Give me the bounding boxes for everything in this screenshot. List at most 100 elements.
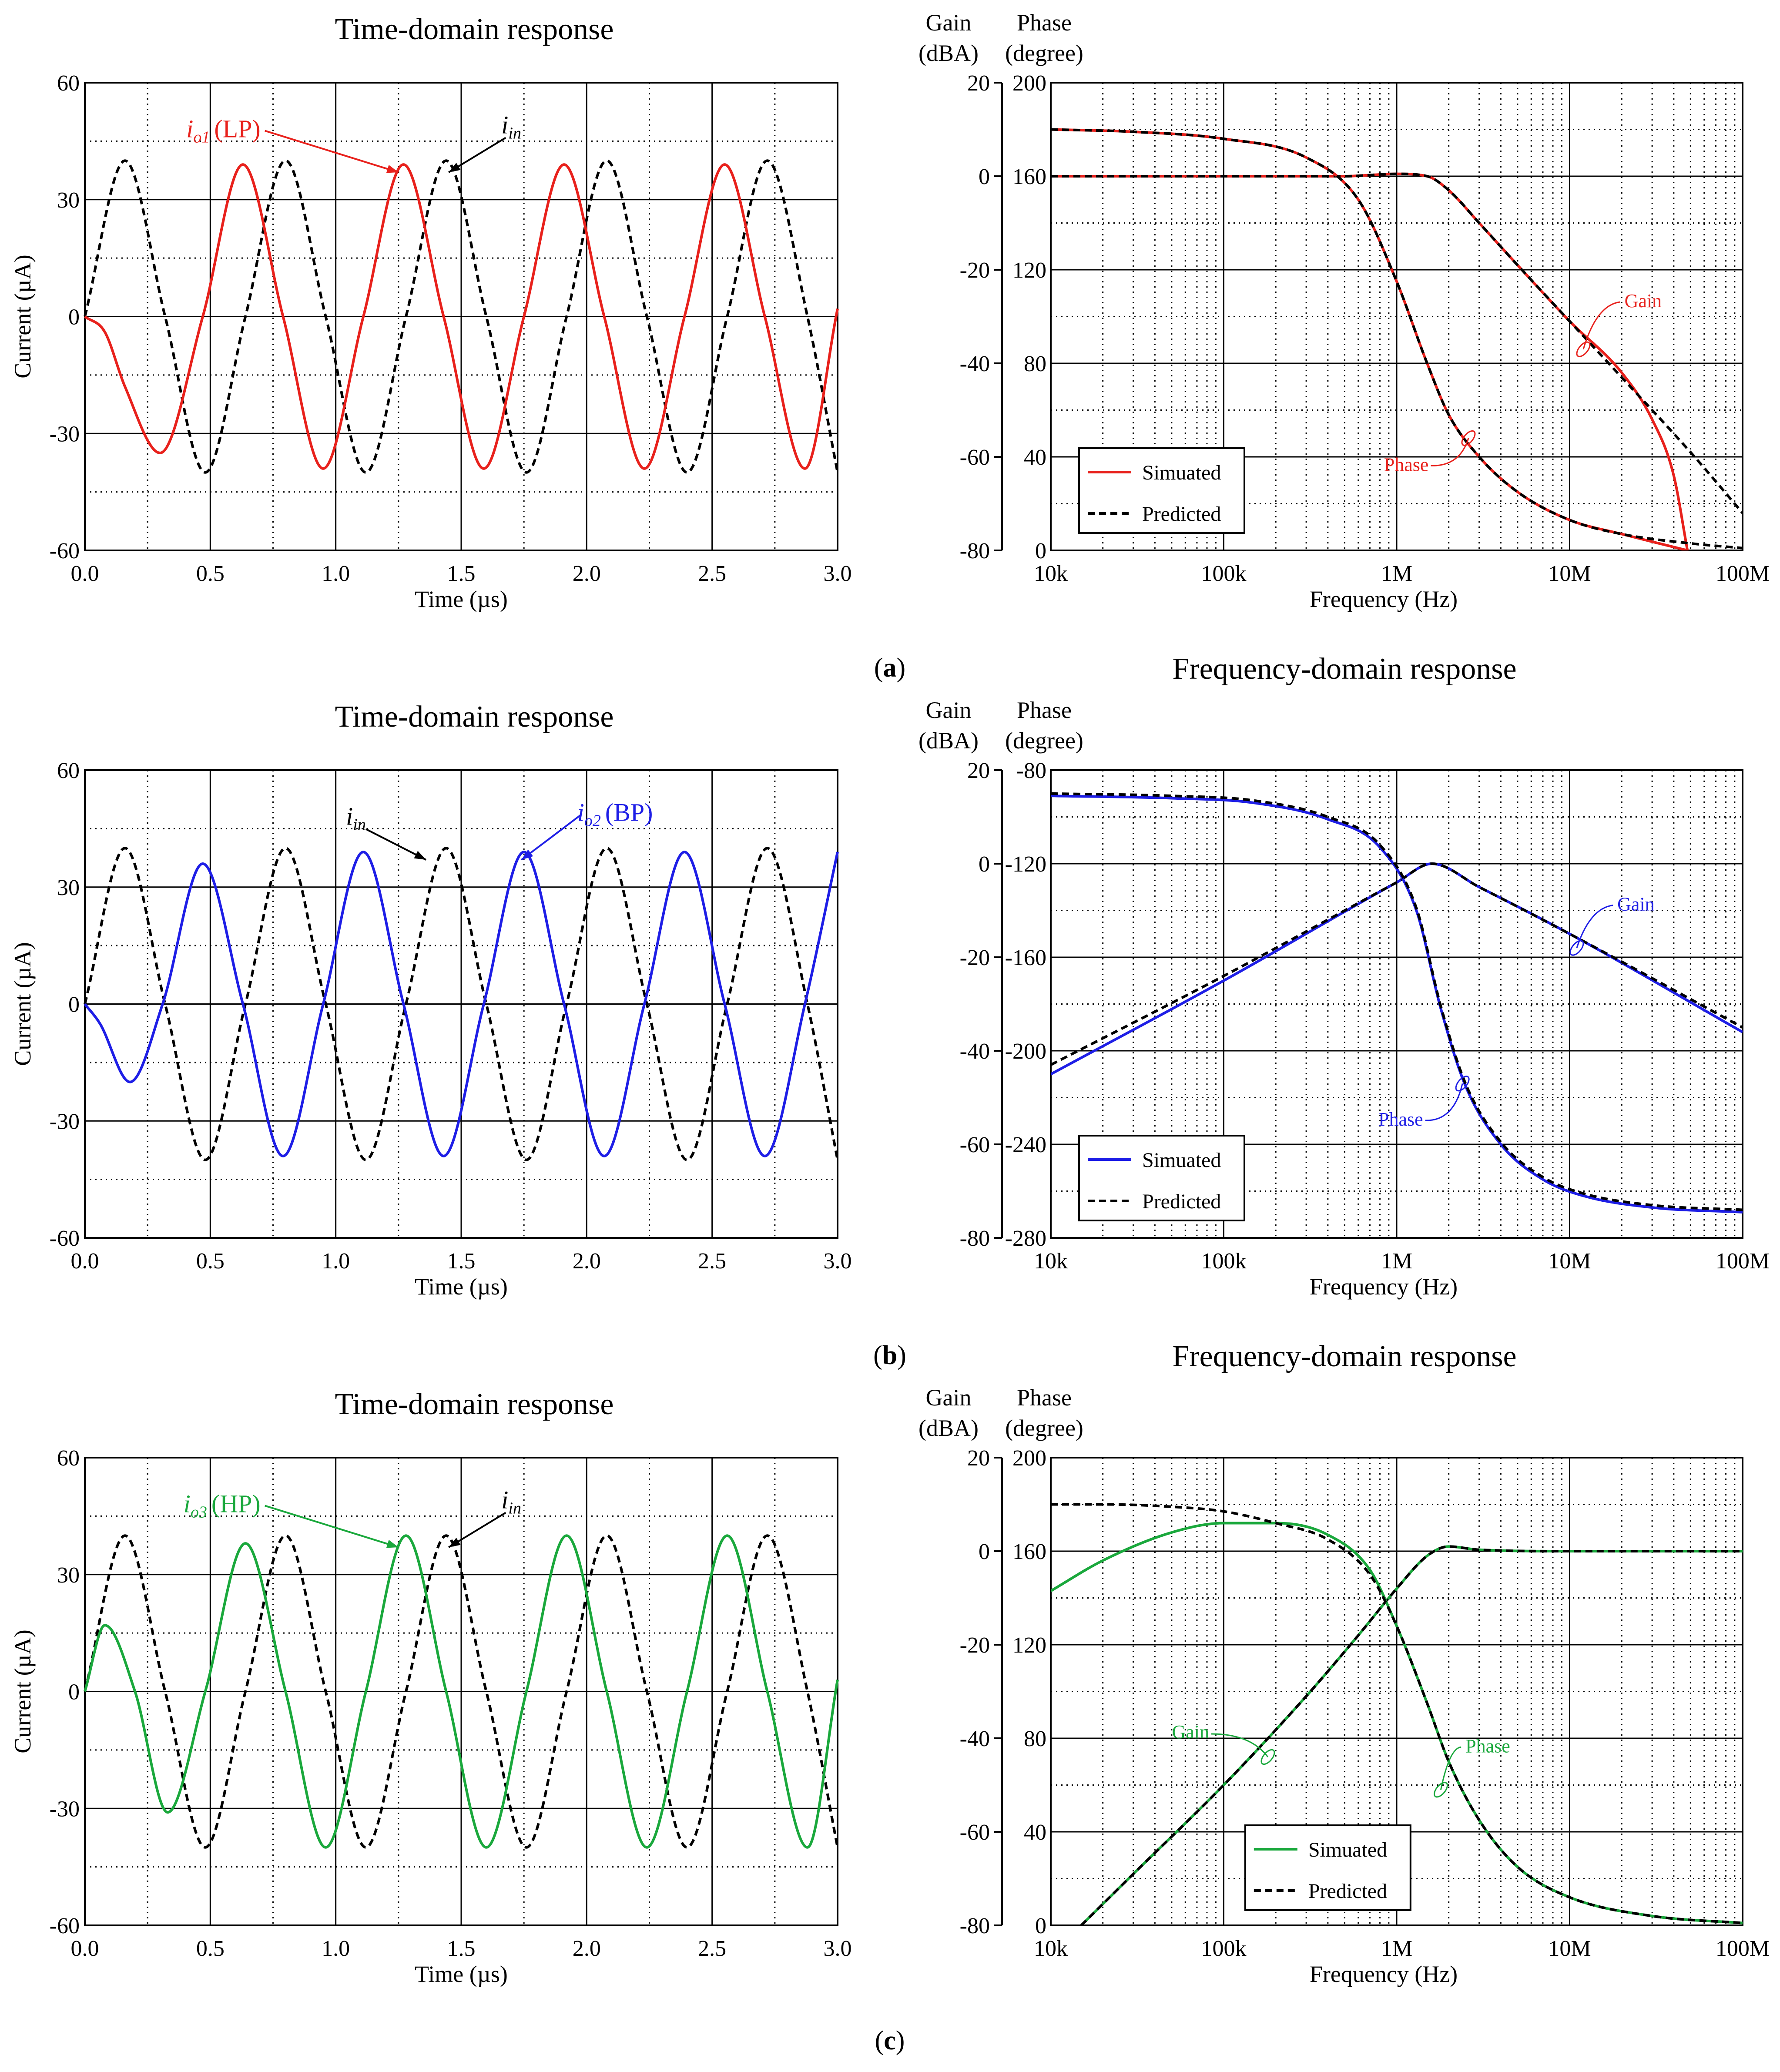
y-tick-label: -30 [50, 1797, 80, 1821]
iin-arrow-head [414, 851, 426, 860]
series-line-gain-predicted [1051, 172, 1743, 514]
gain-tick-label: -40 [960, 1727, 990, 1751]
x-tick-label: 0.0 [71, 1936, 99, 1961]
x-tick-label: 10k [1034, 1249, 1068, 1274]
gain-annotation: Gain [1617, 894, 1655, 915]
iin-label-main: i [346, 802, 353, 830]
gain-axis-label-line2: (dBA) [918, 40, 979, 66]
y-tick-label: -60 [50, 539, 80, 563]
series-line-output [84, 1534, 839, 1849]
output-label-sub: o2 [584, 811, 601, 830]
series-line-gain-simulated [1080, 1545, 1743, 1925]
y-axis-label: Current (µA) [10, 255, 36, 379]
gain-tick-label: -60 [960, 445, 990, 470]
gain-tick-label: 0 [979, 164, 990, 189]
x-tick-label: 1M [1381, 1249, 1412, 1274]
gain-tick-label: 20 [967, 758, 990, 783]
freq-chart-c-freq: 10k 100k 1M 10M 100M200-20-40-60-80200160120… [918, 1340, 1770, 1987]
phase-tick-label: 200 [1012, 1446, 1046, 1471]
x-tick-label: 1M [1381, 1936, 1412, 1961]
gain-marker [1576, 341, 1591, 357]
y-tick-label: 0 [68, 305, 80, 330]
x-axis-label: Time (µs) [415, 586, 508, 612]
legend-label-simulated: Simuated [1308, 1838, 1387, 1861]
phase-annotation: Phase [1465, 1735, 1510, 1757]
phase-tick-label: 120 [1012, 1633, 1046, 1658]
chart-title: Time-domain response [335, 13, 614, 46]
series-line-gain-simulated [1051, 862, 1743, 1076]
x-tick-label: 2.0 [573, 1249, 601, 1274]
output-label: io1 (LP) [186, 114, 260, 146]
iin-label: iin [346, 802, 366, 834]
x-tick-label: 100M [1716, 1936, 1770, 1961]
phase-tick-label: -80 [1016, 758, 1046, 783]
iin-label-sub: in [353, 815, 366, 834]
plot-frame [1050, 82, 1743, 551]
gain-tick-label: 20 [967, 1446, 990, 1471]
gain-tick-label: -60 [960, 1820, 990, 1845]
phase-tick-label: 40 [1024, 445, 1046, 470]
output-label-main: i [186, 114, 193, 143]
time-chart-c-time: 0.0 0.5 1.0 1.5 2.0 2.5 3.0 60 30 0 -30 -60 Time-dom… [10, 1388, 852, 1987]
phase-tick-label: 40 [1024, 1820, 1046, 1845]
output-label-text: (BP) [605, 798, 653, 826]
y-tick-label: -60 [50, 1226, 80, 1251]
gain-tick-label: 0 [979, 1539, 990, 1564]
phase-axis-label-line1: Phase [1017, 697, 1072, 723]
phase-tick-label: -120 [1005, 852, 1046, 877]
phase-tick-label: 120 [1012, 258, 1046, 283]
x-tick-label: 10M [1548, 1936, 1591, 1961]
series-group [1051, 792, 1743, 1214]
output-arrow-head [386, 165, 399, 173]
output-label-sub: o3 [191, 1503, 207, 1521]
x-tick-label: 1.0 [322, 1249, 350, 1274]
x-tick-label: 10k [1034, 561, 1068, 586]
gain-marker [1569, 940, 1584, 956]
gain-marker [1260, 1749, 1275, 1765]
output-arrow-line [265, 130, 399, 173]
gain-tick-label: -20 [960, 1633, 990, 1658]
iin-arrow-head [449, 163, 461, 173]
x-tick-label: 100M [1716, 561, 1770, 586]
x-tick-label: 3.0 [824, 1249, 852, 1274]
output-label-main: i [184, 1489, 191, 1518]
time-chart-a-time: 0.0 0.5 1.0 1.5 2.0 2.5 3.0 60 30 0 -30 -60 Time-dom… [10, 13, 852, 612]
x-tick-label: 1.0 [322, 561, 350, 586]
phase-axis-label-line2: (degree) [1005, 1415, 1083, 1441]
output-arrow-head [521, 849, 533, 860]
phase-leader [1440, 1746, 1462, 1790]
x-tick-label: 3.0 [824, 1936, 852, 1961]
output-label: io2 (BP) [577, 798, 653, 830]
phase-axis-label-line2: (degree) [1005, 40, 1083, 66]
y-tick-label: 30 [57, 1563, 80, 1588]
phase-tick-label: 160 [1012, 1539, 1046, 1564]
x-tick-label: 2.0 [573, 1936, 601, 1961]
x-axis-label: Frequency (Hz) [1310, 586, 1458, 612]
phase-annotation: Phase [1384, 454, 1429, 475]
output-label-text: (HP) [211, 1489, 261, 1518]
x-axis-label: Frequency (Hz) [1310, 1961, 1458, 1987]
x-tick-label: 3.0 [824, 561, 852, 586]
output-arrow-line [521, 813, 583, 861]
freq-chart-b-freq: 10k 100k 1M 10M 100M 20 0 -20 -40 -60 -80 -80 -120 -1… [918, 652, 1770, 1300]
gain-axis-label-line2: (dBA) [918, 1415, 979, 1441]
phase-tick-label: 160 [1012, 164, 1046, 189]
phase-tick-label: -160 [1005, 945, 1046, 970]
gain-tick-label: -20 [960, 258, 990, 283]
phase-tick-label: -200 [1005, 1039, 1046, 1064]
phase-annotation: Phase [1378, 1109, 1423, 1130]
gain-axis-label-line1: Gain [926, 697, 972, 723]
gain-leader [1211, 1733, 1269, 1757]
gain-leader [1576, 905, 1613, 948]
gain-annotation: Gain [1625, 290, 1662, 312]
x-tick-label: 10M [1548, 561, 1591, 586]
phase-tick-label: 200 [1012, 71, 1046, 96]
series-line-output [84, 163, 839, 470]
x-tick-label: 1.0 [322, 1936, 350, 1961]
phase-tick-label: 0 [1035, 1914, 1046, 1938]
y-tick-label: -30 [50, 1109, 80, 1134]
x-axis-label: Frequency (Hz) [1310, 1274, 1458, 1300]
panel-label: (b) [873, 1341, 906, 1370]
